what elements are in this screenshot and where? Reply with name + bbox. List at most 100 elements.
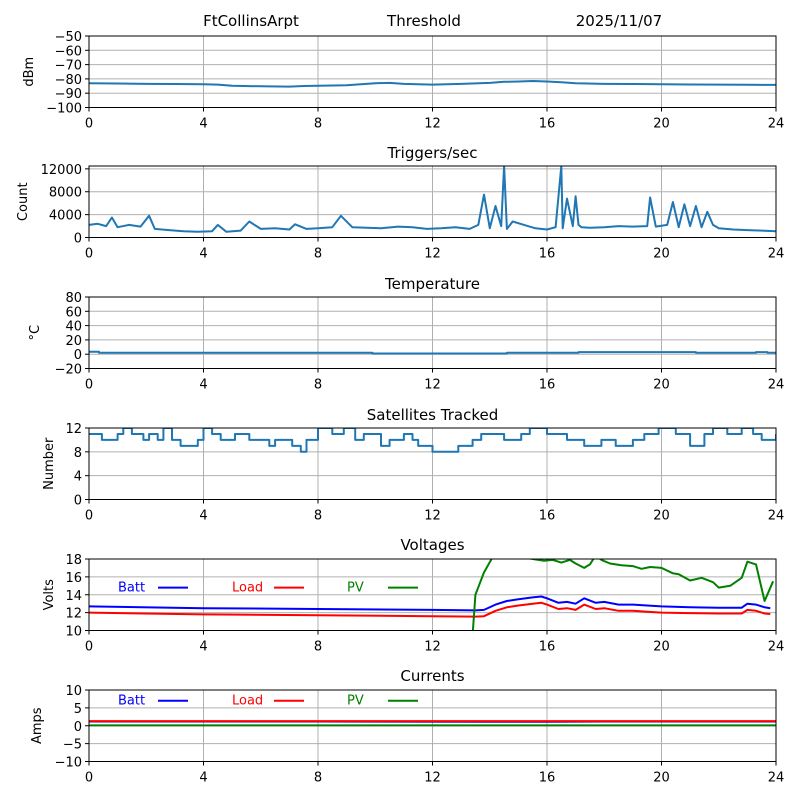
- y-axis-label: Volts: [42, 579, 57, 611]
- x-tick-label: 0: [85, 640, 93, 655]
- y-tick-label: −90: [55, 87, 82, 102]
- legend-label-batt: Batt: [118, 581, 145, 596]
- y-tick-label: 12000: [41, 163, 82, 178]
- legend-label-batt: Batt: [118, 694, 145, 709]
- y-tick-label: −70: [55, 59, 82, 74]
- x-tick-label: 8: [314, 771, 322, 786]
- subplot-title: Satellites Tracked: [367, 406, 498, 424]
- x-tick-label: 24: [768, 771, 785, 786]
- x-tick-label: 24: [768, 117, 785, 132]
- x-tick-label: 0: [85, 771, 93, 786]
- x-tick-label: 4: [199, 509, 207, 524]
- y-tick-label: 16: [65, 571, 82, 586]
- series-line-pv: [471, 559, 775, 631]
- x-tick-label: 4: [199, 640, 207, 655]
- y-tick-label: 60: [65, 305, 82, 320]
- x-tick-label: 16: [539, 117, 556, 132]
- x-tick-label: 12: [424, 117, 441, 132]
- y-tick-label: 8: [74, 446, 82, 461]
- x-tick-label: 8: [314, 378, 322, 393]
- x-tick-label: 12: [424, 247, 441, 262]
- series-line-satellites: [89, 428, 776, 453]
- x-tick-label: 12: [424, 509, 441, 524]
- header-station: FtCollinsArpt: [203, 12, 299, 30]
- y-axis-label: dBm: [22, 57, 37, 87]
- x-tick-label: 20: [653, 771, 670, 786]
- y-axis-label: Amps: [30, 707, 45, 744]
- x-tick-label: 16: [539, 509, 556, 524]
- legend-label-load: Load: [232, 581, 263, 596]
- y-tick-label: −20: [55, 363, 82, 378]
- x-tick-label: 12: [424, 640, 441, 655]
- y-tick-label: 4000: [49, 209, 82, 224]
- y-tick-label: 5: [74, 702, 82, 717]
- series-line-temperature: [89, 350, 776, 355]
- y-tick-label: 12: [65, 422, 82, 437]
- x-tick-label: 8: [314, 247, 322, 262]
- y-tick-label: 18: [65, 553, 82, 568]
- y-axis-label: Number: [42, 437, 57, 490]
- y-tick-label: 0: [74, 494, 82, 509]
- x-tick-label: 24: [768, 640, 785, 655]
- y-tick-label: 14: [65, 589, 82, 604]
- x-tick-label: 24: [768, 247, 785, 262]
- header-mode: Threshold: [386, 12, 461, 30]
- subplot-voltages: Batt Load PV 0 4 8 12 16 20 24 10 12 14 16 18 Voltages V…: [42, 536, 784, 655]
- x-tick-label: 16: [539, 640, 556, 655]
- x-tick-label: 24: [768, 378, 785, 393]
- y-tick-label: −100: [46, 102, 82, 117]
- subplot-title: Voltages: [400, 536, 464, 554]
- x-tick-label: 4: [199, 117, 207, 132]
- x-tick-label: 24: [768, 509, 785, 524]
- y-tick-label: 10: [65, 684, 82, 699]
- y-tick-label: −50: [55, 30, 82, 45]
- legend-label-pv: PV: [347, 694, 364, 709]
- x-tick-label: 16: [539, 247, 556, 262]
- series-line-load: [89, 601, 771, 618]
- subplot-threshold: 0 4 8 12 16 20 24 −50−60−70−80−90−100 dBm: [22, 30, 784, 132]
- x-tick-label: 16: [539, 771, 556, 786]
- y-tick-label: −60: [55, 44, 82, 59]
- y-tick-label: 10: [65, 625, 82, 640]
- series-line-threshold: [89, 80, 776, 88]
- subplot-satellites: 0 4 8 12 16 20 24 0 4 8 12 Satellites Tracked Number: [42, 406, 784, 524]
- series-line-batt: [89, 595, 771, 612]
- x-tick-label: 12: [424, 771, 441, 786]
- y-tick-label: 40: [65, 320, 82, 335]
- y-axis-label: °C: [28, 325, 43, 341]
- y-tick-label: 20: [65, 334, 82, 349]
- subplot-triggers: 0 4 8 12 16 20 24 0 4000 8000 12000 Triggers/sec Cou…: [16, 144, 784, 262]
- subplot-title: Temperature: [384, 275, 480, 293]
- subplot-title: Triggers/sec: [387, 144, 478, 162]
- subplot-currents: Batt Load PV 0 4 8 12 16 20 24 −10 −5 0 5 10 Currents Am…: [30, 667, 784, 786]
- x-tick-label: 20: [653, 247, 670, 262]
- y-tick-label: 0: [74, 232, 82, 247]
- x-tick-label: 0: [85, 117, 93, 132]
- header-date: 2025/11/07: [576, 12, 662, 30]
- x-tick-label: 4: [199, 771, 207, 786]
- x-tick-label: 20: [653, 640, 670, 655]
- x-tick-label: 8: [314, 640, 322, 655]
- y-tick-label: 0: [74, 348, 82, 363]
- x-tick-label: 16: [539, 378, 556, 393]
- x-tick-label: 8: [314, 509, 322, 524]
- y-tick-label: −80: [55, 73, 82, 88]
- x-tick-label: 8: [314, 117, 322, 132]
- y-tick-label: 0: [74, 720, 82, 735]
- y-tick-label: 12: [65, 607, 82, 622]
- series-line-triggers: [89, 166, 776, 233]
- y-tick-label: −10: [55, 756, 82, 771]
- x-tick-label: 20: [653, 509, 670, 524]
- x-tick-label: 12: [424, 378, 441, 393]
- x-tick-label: 0: [85, 247, 93, 262]
- x-tick-label: 20: [653, 378, 670, 393]
- x-tick-label: 4: [199, 247, 207, 262]
- subplot-title: Currents: [400, 667, 464, 685]
- x-tick-label: 0: [85, 378, 93, 393]
- y-tick-label: 80: [65, 291, 82, 306]
- legend-label-pv: PV: [347, 581, 364, 596]
